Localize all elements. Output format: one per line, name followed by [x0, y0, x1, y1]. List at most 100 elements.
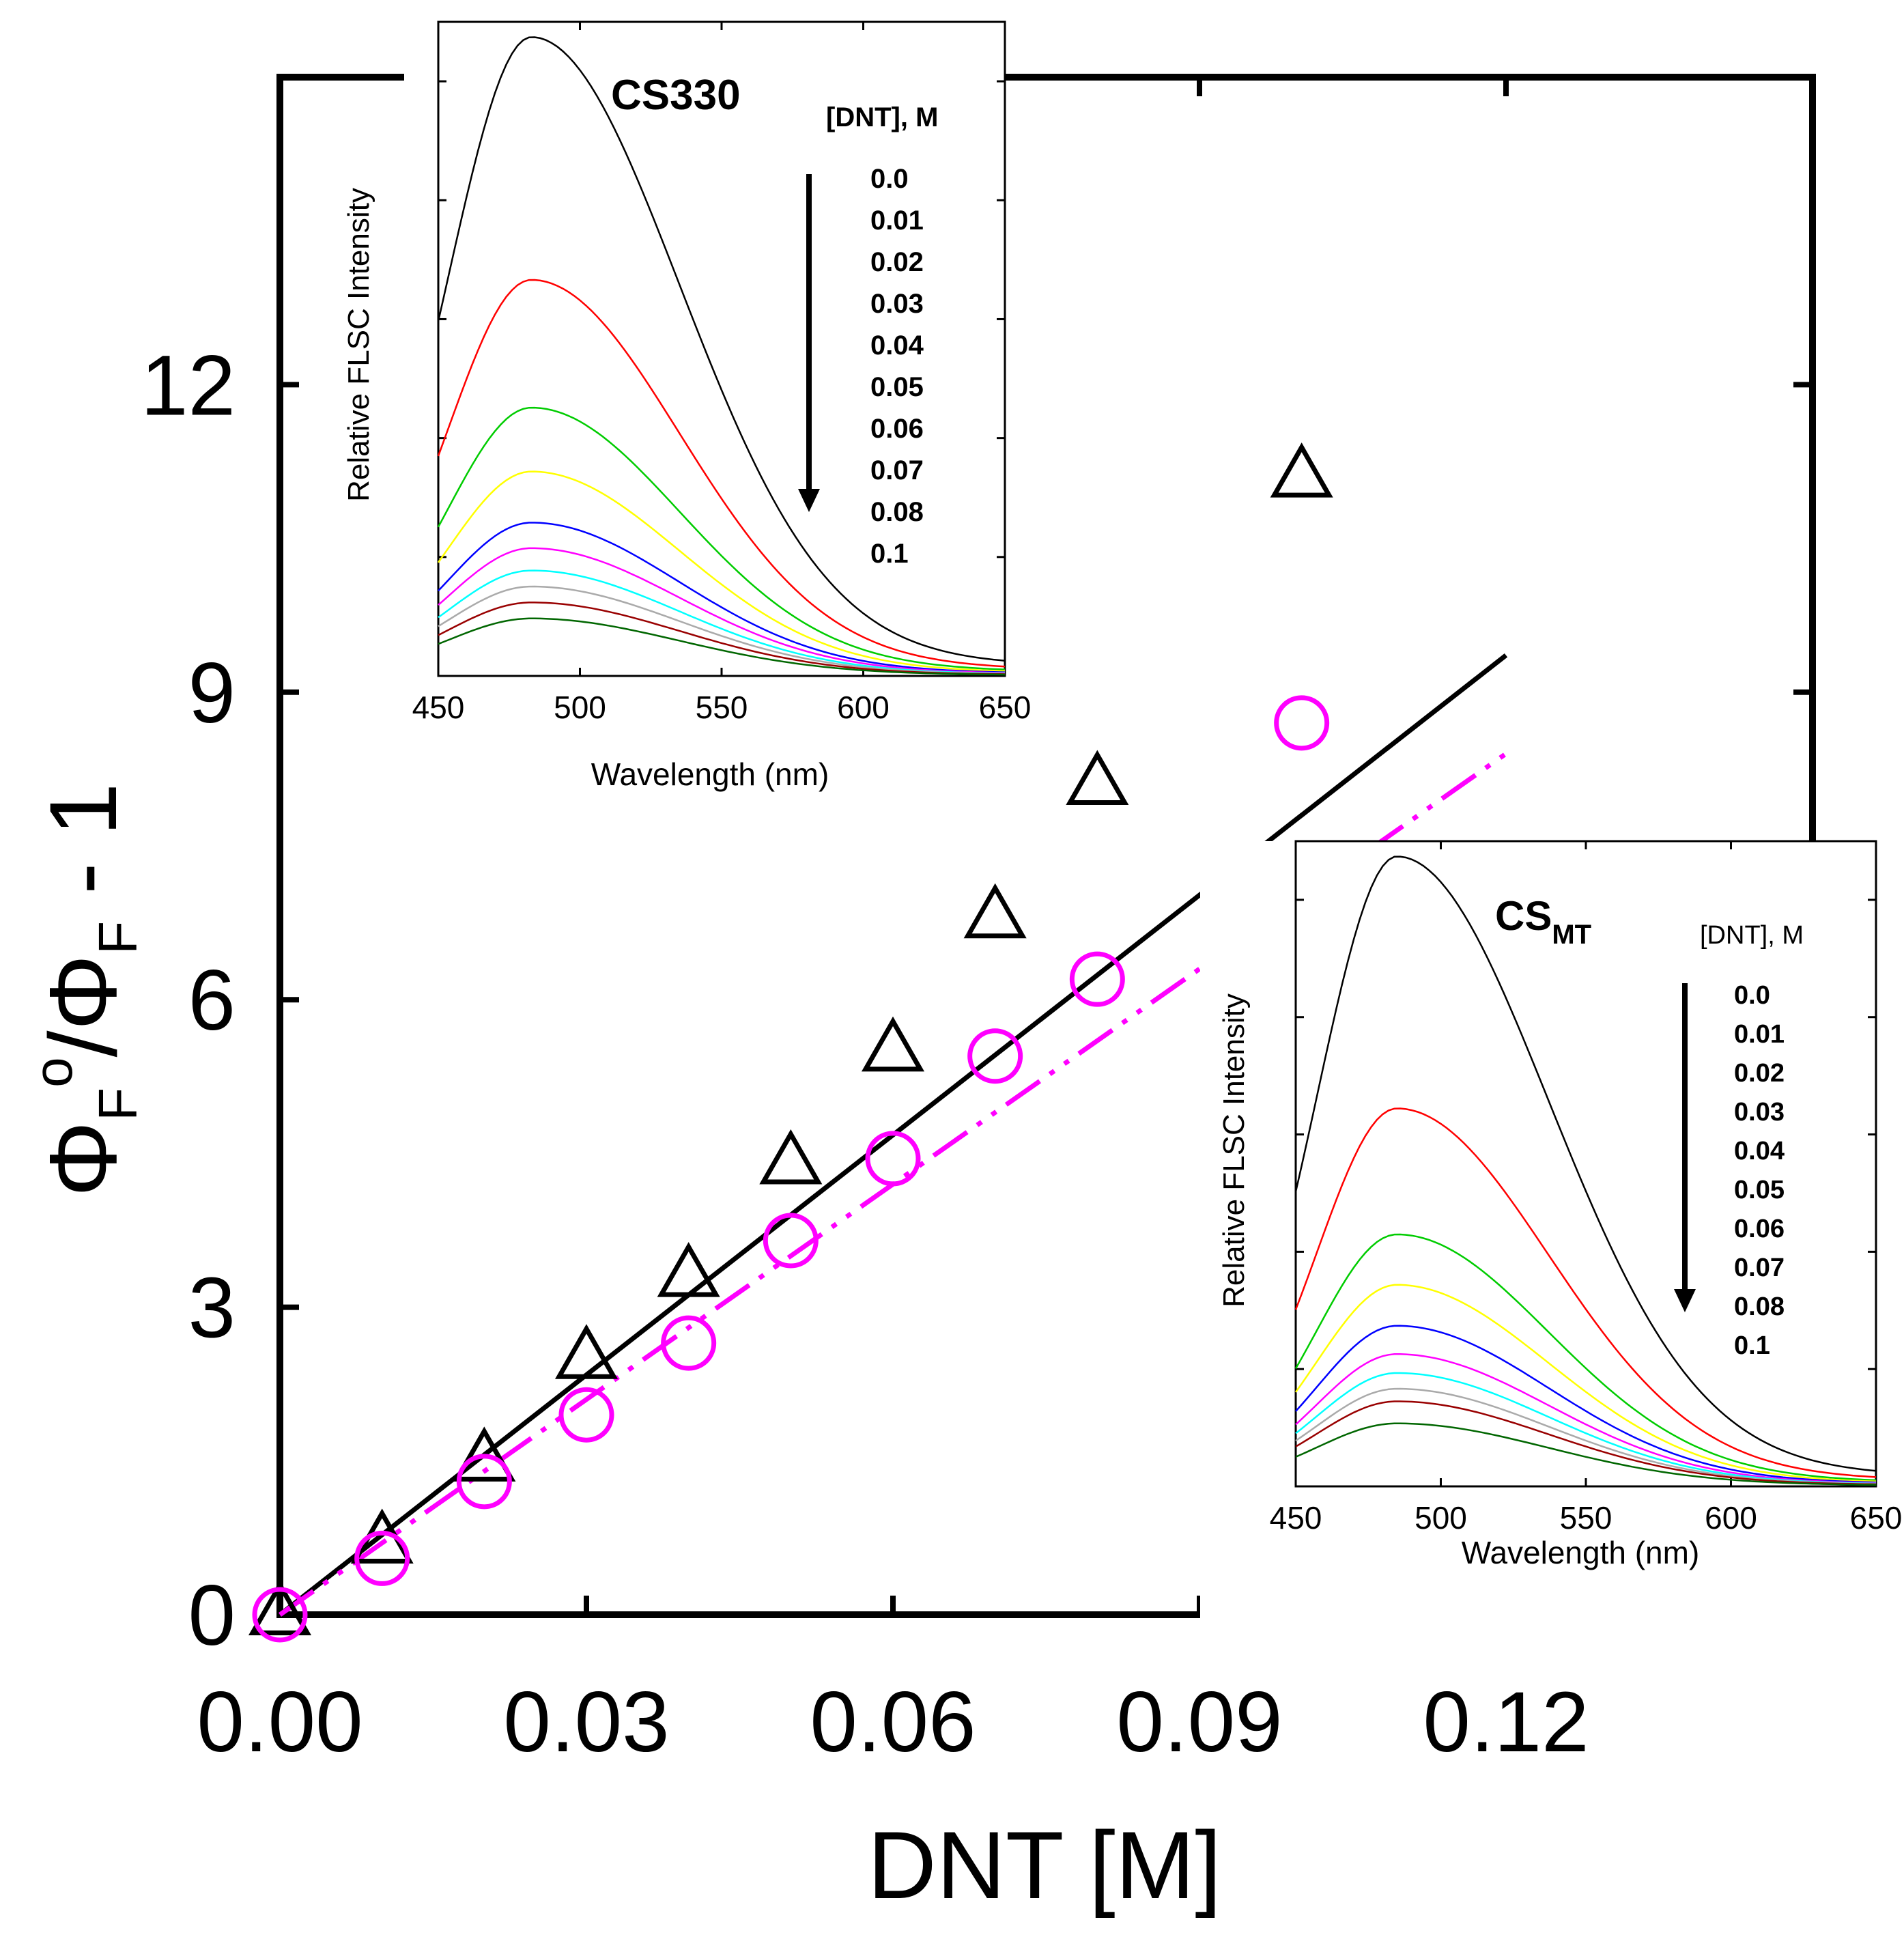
cs330-data-point: [248, 1580, 312, 1636]
cs330-data-point: [657, 1242, 720, 1297]
main-plot: 0.00 0.03 0.06 0.09 0.12 0 3 6 9 12 DNT [M] ΦFo/…: [23, 74, 1816, 1919]
inset-cs330-plot: 450 500 550 600 650: [412, 20, 1032, 725]
spectrum-0.06: [1295, 1372, 1877, 1485]
cs330-data-point: [453, 1426, 516, 1482]
inset-x-tick-label: 600: [837, 690, 890, 725]
y-label-sub-2: F: [87, 921, 148, 955]
legend-entry: 0.0: [870, 164, 909, 194]
inset-x-tick-label: 500: [1415, 1500, 1467, 1536]
legend-entry: 0.01: [870, 206, 924, 236]
inset-csmt-legend-title: [DNT], M: [1700, 921, 1804, 950]
main-x-tick-label: 0.00: [197, 1675, 363, 1770]
inset-cs330-y-axis-label: Relative FLSC Intensity: [342, 188, 375, 502]
legend-entry: 0.0: [1734, 981, 1770, 1010]
cs330-data-point: [861, 1016, 925, 1072]
legend-entry: 0.07: [1734, 1254, 1785, 1282]
legend-entry: 0.05: [870, 372, 924, 402]
spectrum-0.02: [1294, 1233, 1877, 1482]
main-y-axis-ticks: 0 3 6 9 12: [141, 338, 1813, 1663]
inset-csmt-plot: 450 500 550 600 650: [1270, 840, 1903, 1536]
spectrum-0.04: [438, 522, 1006, 673]
legend-entry: 0.04: [870, 330, 924, 360]
csmt-data-point: [558, 1387, 614, 1443]
y-label-phi-2: Φ: [29, 955, 137, 1031]
legend-entry: 0.04: [1734, 1137, 1785, 1165]
y-label-sub-1: F: [87, 1088, 148, 1121]
spectrum-0.0: [437, 36, 1006, 662]
csmt-data-point: [763, 1213, 819, 1269]
inset-cs330-x-axis-label: Wavelength (nm): [591, 757, 829, 792]
main-x-tick-label: 0.09: [1116, 1675, 1282, 1770]
inset-cs330-legend: 0.0 0.01 0.02 0.03 0.04 0.05 0.06 0.07 0.08 0.1: [798, 164, 924, 569]
legend-entry: 0.03: [870, 289, 924, 319]
spectrum-0.01: [437, 279, 1006, 668]
main-y-tick-label: 0: [188, 1568, 236, 1663]
y-label-phi-1: Φ: [29, 1121, 137, 1198]
legend-entry: 0.05: [1734, 1176, 1785, 1204]
inset-x-tick-label: 600: [1705, 1500, 1757, 1536]
legend-arrow-head: [798, 489, 820, 512]
inset-x-tick-label: 550: [1560, 1500, 1612, 1536]
legend-arrow-head: [1674, 1289, 1696, 1312]
csmt-data-point: [354, 1530, 410, 1586]
main-x-tick-label: 0.12: [1423, 1675, 1589, 1770]
legend-entry: 0.02: [870, 247, 924, 277]
spectrum-0.04: [1295, 1325, 1877, 1484]
legend-entry: 0.1: [870, 539, 909, 569]
csmt-data-point: [1274, 695, 1330, 751]
legend-entry: 0.07: [870, 455, 924, 485]
spectrum-0.1: [438, 617, 1006, 676]
inset-x-tick-label: 650: [1850, 1500, 1903, 1536]
main-y-axis-label: ΦFo/ΦF - 1: [23, 783, 148, 1198]
cs330-data-point: [759, 1129, 823, 1185]
cs330-data-point: [554, 1324, 619, 1379]
csmt-data-point: [967, 1028, 1023, 1084]
inset-csmt-title: CSMT: [1495, 893, 1591, 950]
csmt-data-point: [252, 1587, 308, 1643]
y-label-tail: - 1: [29, 783, 137, 921]
main-x-axis-label: DNT [M]: [868, 1811, 1222, 1919]
legend-entry: 0.06: [870, 414, 924, 444]
inset-x-tick-label: 450: [1270, 1500, 1322, 1536]
main-y-tick-label: 6: [188, 953, 236, 1048]
spectrum-0.06: [438, 569, 1006, 675]
legend-entry: 0.08: [1734, 1292, 1785, 1321]
inset-csmt-y-axis-label: Relative FLSC Intensity: [1217, 993, 1251, 1307]
cs330-data-point: [1066, 750, 1129, 806]
inset-cs330: 450 500 550 600 650 CS330 [DNT], M 0.00.010.…: [342, 20, 1032, 792]
main-y-tick-label: 9: [188, 646, 236, 741]
inset-x-tick-label: 450: [412, 690, 465, 725]
csmt-data-point: [1069, 951, 1125, 1007]
inset-csmt: 450 500 550 600 650 CSMT [DNT], M 0.0 0.01 0.0…: [1200, 840, 1903, 1623]
spectrum-0.03: [437, 470, 1006, 673]
spectrum-0.01: [1294, 1107, 1877, 1478]
legend-entry: 0.02: [1734, 1059, 1785, 1088]
spectrum-0.03: [1294, 1284, 1877, 1482]
cs330-data-point: [1270, 442, 1333, 498]
spectrum-0.1: [1295, 1422, 1877, 1486]
legend-entry: 0.06: [1734, 1215, 1785, 1243]
spectrum-0.05: [1295, 1353, 1877, 1484]
spectrum-0.0: [1294, 856, 1877, 1472]
main-y-tick-label: 3: [188, 1261, 236, 1356]
inset-cs330-title: CS330: [611, 72, 741, 119]
inset-x-tick-label: 650: [979, 690, 1032, 725]
legend-entry: 0.08: [870, 497, 924, 527]
main-data-points: [248, 442, 1333, 1643]
csmt-data-point: [865, 1131, 921, 1187]
y-label-sup: o: [23, 1057, 83, 1088]
legend-entry: 0.03: [1734, 1098, 1785, 1127]
spectrum-0.05: [438, 547, 1006, 674]
main-y-tick-label: 12: [141, 338, 236, 433]
csmt-data-point: [661, 1315, 717, 1371]
inset-csmt-background: [1200, 841, 1876, 1623]
inset-x-tick-label: 500: [554, 690, 606, 725]
spectrum-0.08: [1295, 1400, 1877, 1486]
inset-csmt-x-axis-label: Wavelength (nm): [1462, 1535, 1700, 1570]
inset-x-tick-label: 550: [696, 690, 748, 725]
spectrum-0.02: [437, 406, 1006, 670]
legend-entry: 0.01: [1734, 1020, 1785, 1049]
main-x-tick-label: 0.03: [503, 1675, 669, 1770]
spectrum-0.07: [438, 585, 1006, 675]
